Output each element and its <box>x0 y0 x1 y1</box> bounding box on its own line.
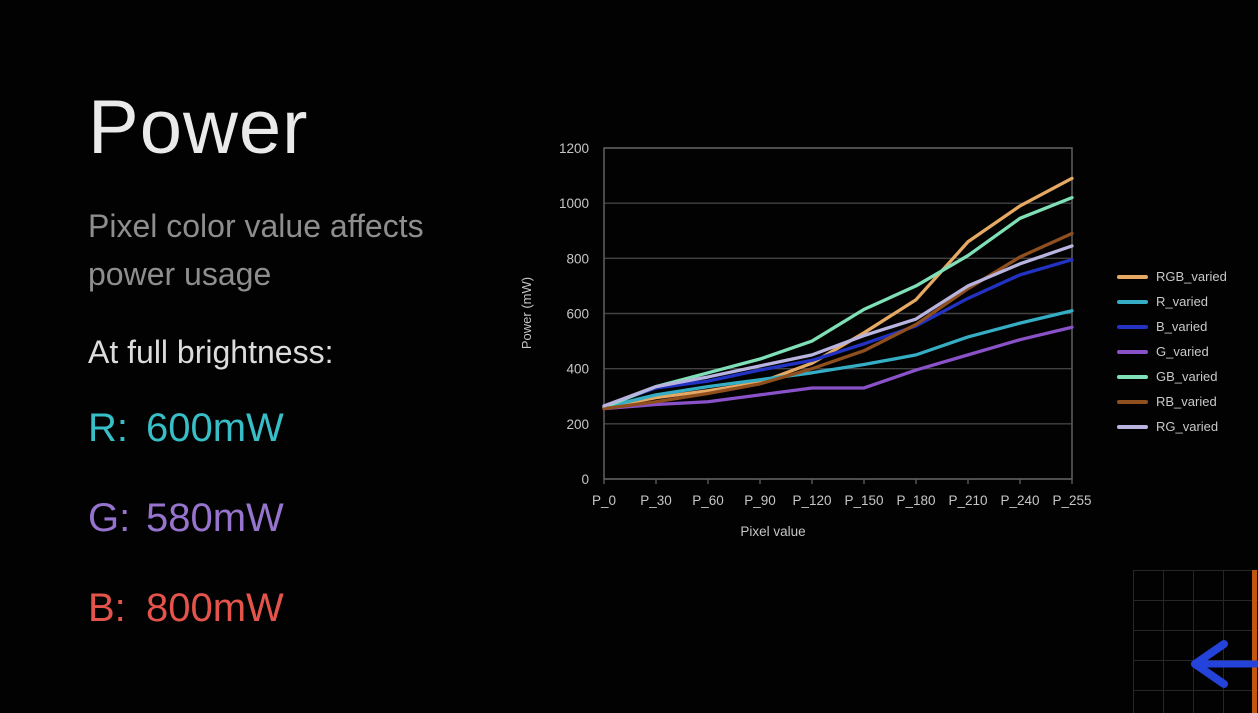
power-value-green-label: G: <box>88 496 131 540</box>
series-line-RG_varied <box>602 244 1074 408</box>
legend-item-RGB_varied: RGB_varied <box>1117 264 1227 289</box>
legend-swatch-G_varied <box>1117 349 1148 354</box>
legend-swatch-R_varied <box>1117 299 1148 304</box>
power-value-red-amount: 600mW <box>146 406 284 450</box>
y-tick-label: 600 <box>566 307 589 322</box>
power-value-blue-amount: 800mW <box>146 586 284 630</box>
legend-swatch-RB_varied <box>1117 399 1148 404</box>
legend-swatch-RGB_varied <box>1117 274 1148 279</box>
x-tick-label: P_180 <box>896 493 935 508</box>
legend-item-B_varied: B_varied <box>1117 314 1227 339</box>
x-tick-label: P_210 <box>948 493 987 508</box>
y-tick-label: 1200 <box>559 141 589 156</box>
legend-label-GB_varied: GB_varied <box>1156 369 1218 384</box>
power-value-red-label: R: <box>88 406 128 450</box>
series-line-RB_varied <box>602 231 1074 411</box>
legend-swatch-GB_varied <box>1117 374 1148 379</box>
series-line-B_varied <box>602 258 1074 408</box>
power-value-green: G: 580mW <box>88 496 284 541</box>
legend-label-RGB_varied: RGB_varied <box>1156 269 1227 284</box>
y-axis-title: Power (mW) <box>519 277 534 349</box>
x-axis-title: Pixel value <box>740 524 805 539</box>
x-tick-label: P_150 <box>844 493 883 508</box>
power-line-chart: 0 200 400 600 800 1000 1200 P_0 P_30 P_60 P_90 P_12… <box>519 141 1092 539</box>
legend-item-G_varied: G_varied <box>1117 339 1227 364</box>
slide-subtitle: Pixel color value affects power usage <box>88 208 424 292</box>
y-tick-label: 800 <box>566 251 589 266</box>
legend-swatch-B_varied <box>1117 324 1148 329</box>
orange-bar <box>1252 570 1257 713</box>
grid-pattern-inset <box>1133 570 1258 713</box>
x-tick-label: P_0 <box>592 493 616 508</box>
x-tick-label: P_240 <box>1000 493 1039 508</box>
legend-item-GB_varied: GB_varied <box>1117 364 1227 389</box>
power-value-green-amount: 580mW <box>146 496 284 540</box>
legend-label-B_varied: B_varied <box>1156 319 1208 334</box>
legend-item-RB_varied: RB_varied <box>1117 389 1227 414</box>
x-tick-label: P_60 <box>692 493 724 508</box>
x-tick-label: P_120 <box>792 493 831 508</box>
power-value-red: R: 600mW <box>88 406 284 451</box>
chart-legend: RGB_varied R_varied B_varied G_varied GB_var… <box>1117 264 1227 439</box>
series-line-G_varied <box>602 325 1074 411</box>
y-tick-label: 1000 <box>559 196 589 211</box>
legend-label-RB_varied: RB_varied <box>1156 394 1217 409</box>
legend-item-RG_varied: RG_varied <box>1117 414 1227 439</box>
legend-label-G_varied: G_varied <box>1156 344 1209 359</box>
power-value-blue-label: B: <box>88 586 126 630</box>
series-line-GB_varied <box>602 195 1074 409</box>
x-tick-label: P_90 <box>744 493 776 508</box>
legend-item-R_varied: R_varied <box>1117 289 1227 314</box>
legend-swatch-RG_varied <box>1117 424 1148 429</box>
power-value-blue: B: 800mW <box>88 586 284 631</box>
legend-label-R_varied: R_varied <box>1156 294 1209 309</box>
legend-label-RG_varied: RG_varied <box>1156 419 1219 434</box>
y-tick-label: 0 <box>581 472 589 487</box>
slide-title: Power <box>88 85 309 170</box>
brightness-heading: At full brightness: <box>88 334 334 370</box>
y-tick-label: 400 <box>566 362 589 377</box>
x-tick-label: P_255 <box>1052 493 1091 508</box>
arrow-left-icon <box>1191 640 1258 688</box>
series-line-R_varied <box>602 309 1074 409</box>
y-tick-label: 200 <box>566 417 589 432</box>
series-line-RGB_varied <box>602 176 1074 409</box>
x-tick-label: P_30 <box>640 493 672 508</box>
plot-frame <box>603 147 1073 480</box>
